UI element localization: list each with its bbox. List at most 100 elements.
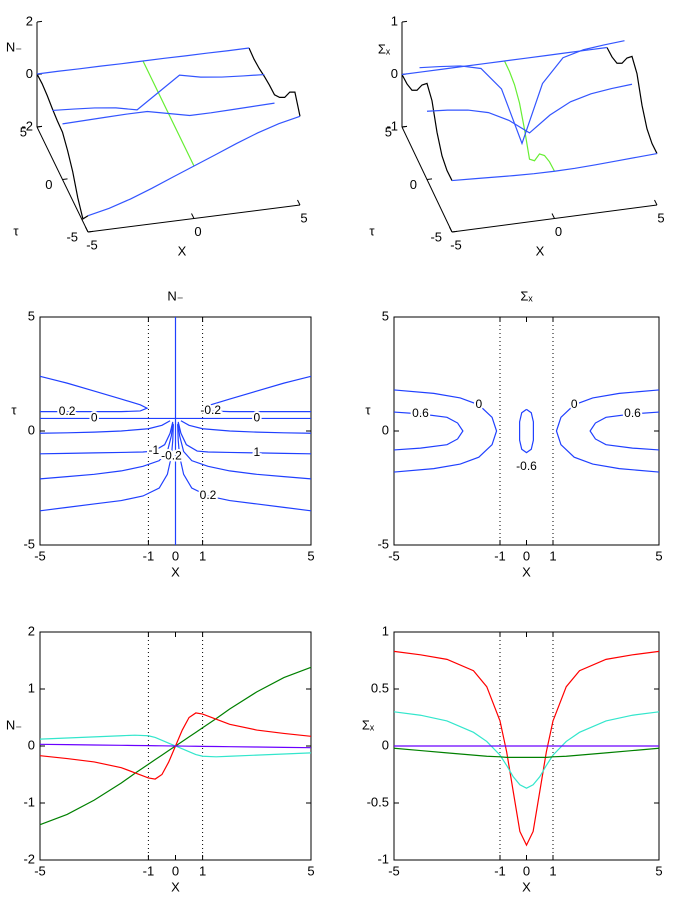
panel-title: Σₓ [520,288,533,303]
contour-label: 0.2 [59,404,76,418]
contour-line [39,420,171,434]
contour-line [589,411,660,451]
surface-line [606,47,658,154]
y-tick-label: 0 [45,177,52,192]
contour-label: -0.2 [161,448,182,462]
x-tick-label: 1 [199,863,206,878]
surface-line [401,74,453,181]
y-tick-label: 5 [385,124,392,139]
surface-line [87,115,301,217]
z-tick-label: -1 [386,118,398,133]
surface-line [451,152,658,182]
y-tick-label: 2 [28,623,35,638]
plot-box [393,316,660,546]
y-tick-label: 5 [382,308,389,323]
x-tick-label: -1 [143,863,155,878]
surface-line [52,73,265,112]
contour-label: 0.2 [200,488,217,502]
x-tick-label: -1 [494,548,506,563]
x-tick-label: 0 [172,548,179,563]
y-axis-label: τ [365,402,371,417]
x-tick-label: 0 [523,863,530,878]
contour-line [39,375,149,413]
series-line [393,650,660,847]
y-tick-label: -1 [23,794,35,809]
y-tick [426,178,433,180]
x-tick-label: -5 [34,548,46,563]
surface-line [426,83,633,134]
x-tick-label: 5 [655,863,662,878]
contour-label: -0.6 [516,459,537,473]
y-tick [87,230,94,233]
x-tick-label: 1 [549,548,556,563]
x-tick-label: 0 [523,548,530,563]
x-axis-label: X [522,879,531,894]
x-tick-label: 0 [555,224,562,239]
contour-label: 0 [91,411,98,425]
x-tick [191,213,195,219]
y-tick-label: -5 [66,229,78,244]
x-axis-label: X [536,243,545,258]
contour-line [555,389,660,473]
y-axis-label: N₋ [6,717,22,732]
z-tick [36,20,43,23]
z-tick [401,20,408,23]
x-tick-label: -5 [450,237,462,252]
y-tick-label: 0 [382,737,389,752]
x-axis-label: X [171,564,180,579]
y-tick-label: -5 [430,229,442,244]
z-tick-label: 2 [26,13,33,28]
y-tick-label: 0 [410,177,417,192]
contour-line [393,411,464,451]
x-tick-label: -5 [388,548,400,563]
contour-line [519,408,534,454]
y-tick-label: -1 [377,851,389,866]
y-tick [36,125,43,128]
contour-line [180,420,312,434]
x-tick-label: -5 [86,237,98,252]
surface-line [36,47,250,75]
x-tick-label: -1 [143,548,155,563]
contour-label: 1 [253,445,260,459]
y-tick [62,178,68,180]
contour-label: -1 [148,443,159,457]
x-tick-label: -5 [388,863,400,878]
y-tick-label: -5 [23,536,35,551]
y-tick-label: -5 [377,536,389,551]
z-tick-label: -2 [21,118,33,133]
z-axis-label: N₋ [6,39,22,54]
x-tick-label: -1 [494,863,506,878]
y-tick-label: 1 [382,623,389,638]
x-tick-label: 1 [549,863,556,878]
contour-label: 0.6 [624,406,641,420]
panel-title: N₋ [167,288,183,303]
y-tick [401,125,408,128]
series-line [393,711,660,789]
x-tick [654,199,658,206]
contour-line [39,424,174,512]
contour-line [39,421,174,455]
x-tick [85,226,89,233]
surface-line [62,102,275,125]
contour-line [177,422,312,480]
y-tick-label: 5 [20,124,27,139]
contour-label: 0 [253,411,260,425]
y-tick-label: 0 [382,422,389,437]
x-tick-label: 5 [307,548,314,563]
contour-line [202,375,312,413]
z-tick-label: 0 [26,66,33,81]
surface-line [401,46,608,76]
z-tick-label: 0 [391,66,398,81]
x-axis-label: X [522,564,531,579]
y-axis-label: τ [11,402,17,417]
contour-label: -0.2 [200,403,221,417]
y-tick-label: -2 [23,851,35,866]
y-axis-label: τ [13,223,19,238]
x-tick-label: 0 [194,224,201,239]
surface-line [503,60,556,172]
series-line [39,743,312,749]
y-tick-label: 0.5 [371,680,389,695]
x-tick-label: 5 [655,548,662,563]
x-tick [297,199,301,206]
